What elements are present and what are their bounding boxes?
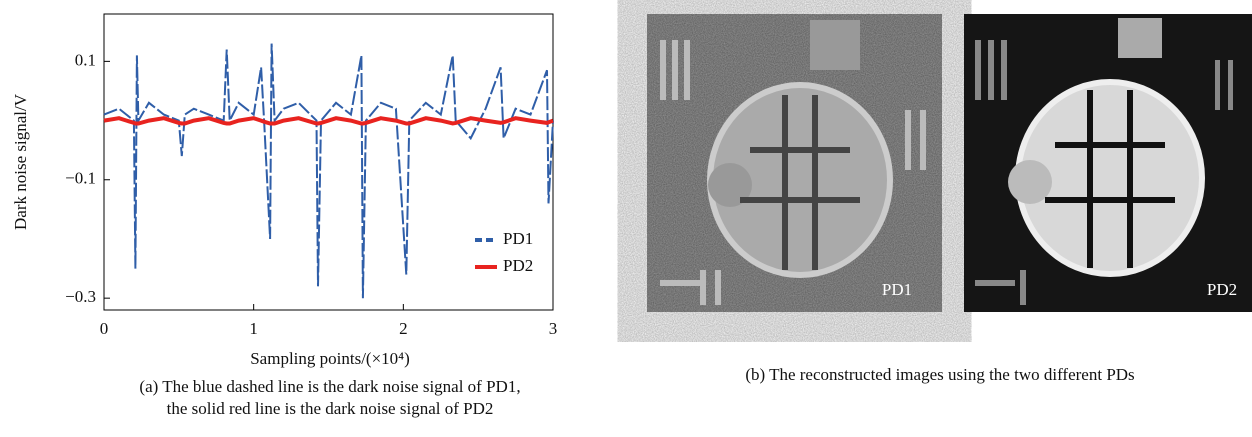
y-tick-label: −0.1 — [65, 169, 96, 188]
image-panel — [647, 14, 942, 312]
image-label: PD2 — [1207, 280, 1237, 299]
legend-label: PD1 — [503, 229, 533, 248]
caption: the solid red line is the dark noise sig… — [167, 399, 494, 418]
x-tick-label: 1 — [249, 319, 258, 338]
image-label: PD1 — [882, 280, 912, 299]
y-tick-label: −0.3 — [65, 287, 96, 306]
y-tick-label: 0.1 — [75, 50, 96, 69]
y-axis-label: Dark noise signal/V — [11, 93, 30, 230]
plot-frame — [103, 13, 554, 311]
series-line — [103, 116, 554, 126]
x-tick-label: 3 — [549, 319, 558, 338]
caption: (a) The blue dashed line is the dark noi… — [139, 377, 520, 396]
image-panel — [964, 14, 1252, 312]
x-tick-label: 2 — [399, 319, 408, 338]
x-axis-label: Sampling points/(×10⁴) — [250, 349, 410, 368]
series-line — [103, 43, 554, 299]
legend-label: PD2 — [503, 256, 533, 275]
caption: (b) The reconstructed images using the t… — [745, 365, 1134, 384]
x-tick-label: 0 — [100, 319, 109, 338]
